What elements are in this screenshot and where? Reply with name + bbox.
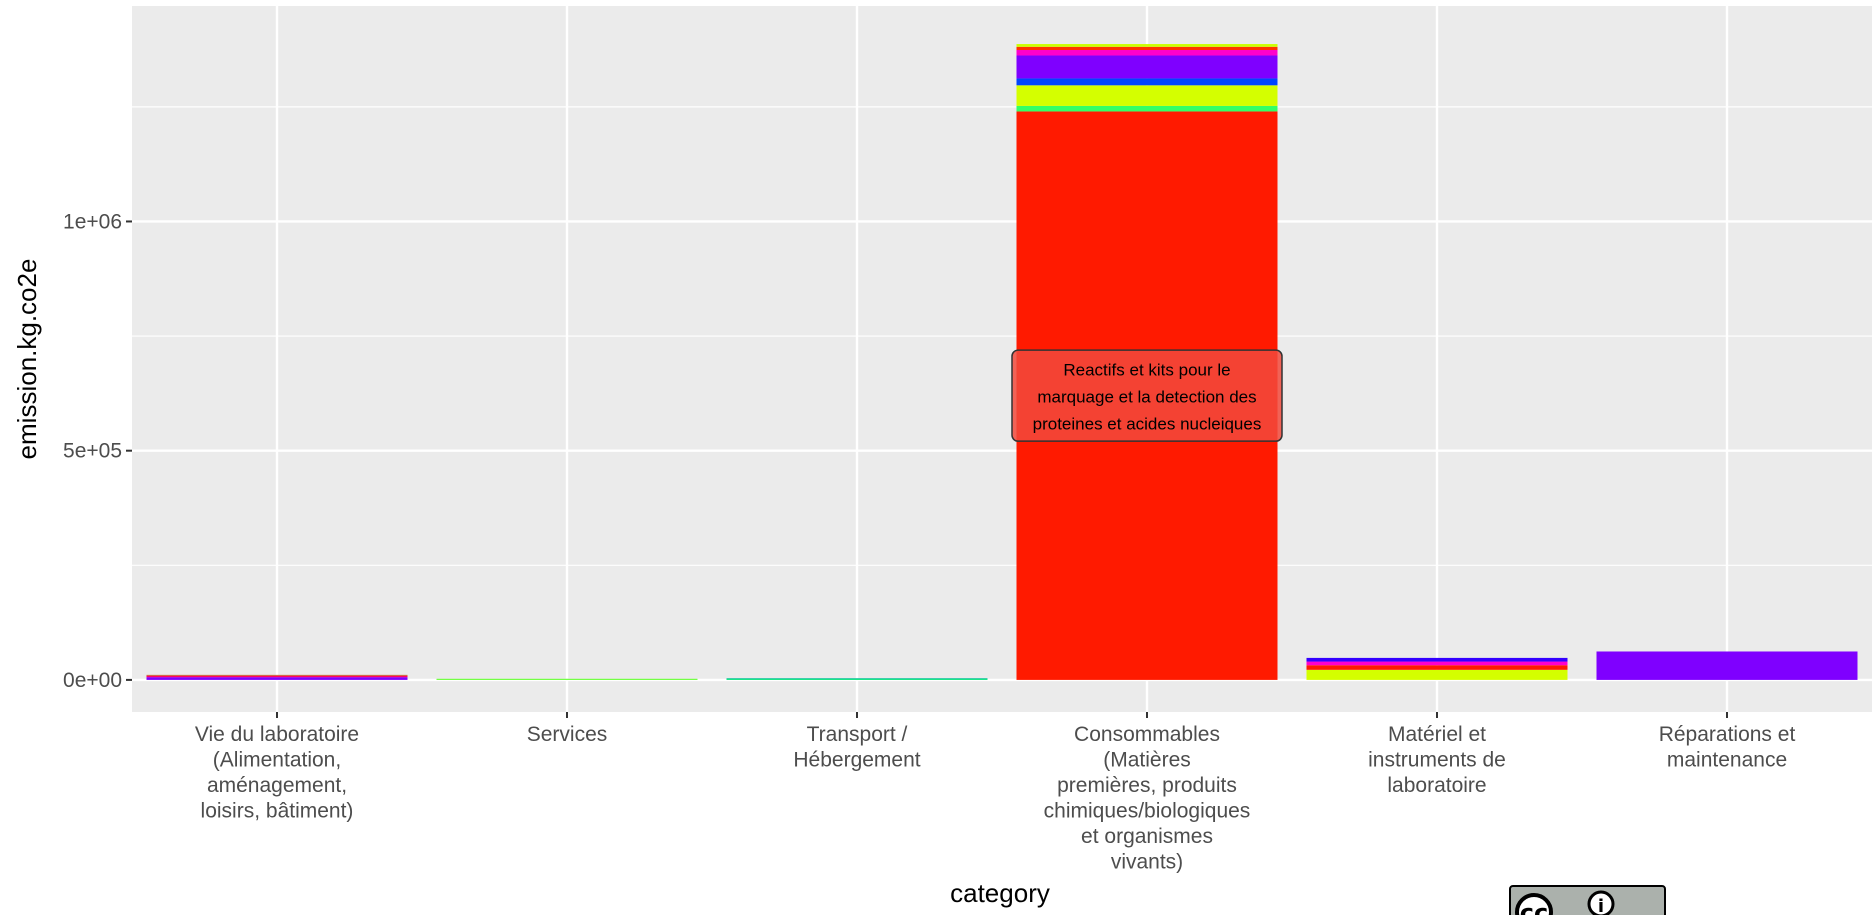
bar-segment[interactable] bbox=[1016, 50, 1278, 56]
x-tick-label: Consommables bbox=[1074, 723, 1220, 746]
bar-segment[interactable] bbox=[1306, 665, 1568, 670]
x-tick-label: aménagement, bbox=[207, 774, 347, 797]
bar-segment[interactable] bbox=[1306, 657, 1568, 662]
y-tick-label: 0e+00 bbox=[63, 669, 122, 692]
x-tick-label: maintenance bbox=[1667, 749, 1787, 772]
x-tick-label: Réparations et bbox=[1659, 723, 1796, 746]
bar-segment[interactable] bbox=[436, 678, 698, 680]
bar-segment[interactable] bbox=[146, 675, 408, 678]
x-tick-label: loisirs, bâtiment) bbox=[201, 800, 354, 823]
grid-minor bbox=[132, 106, 1872, 566]
by-glyph: i bbox=[1598, 896, 1604, 915]
bar-segment[interactable] bbox=[1016, 85, 1278, 106]
cc-by-license-icon: cc i bbox=[1509, 885, 1666, 915]
bar-segment[interactable] bbox=[1306, 661, 1568, 666]
bar-segment[interactable] bbox=[146, 677, 408, 680]
annotation: Reactifs et kits pour le marquage et la d… bbox=[1011, 349, 1283, 442]
x-tick-label: Services bbox=[527, 723, 608, 746]
x-tick-label: Matériel et bbox=[1388, 723, 1486, 746]
x-tick-label: chimiques/biologiques bbox=[1044, 800, 1251, 823]
y-axis: 0e+00 5e+05 1e+06 bbox=[63, 210, 132, 692]
x-tick-label: Hébergement bbox=[793, 749, 920, 772]
x-axis: Vie du laboratoire (Alimentation,aménagem… bbox=[195, 712, 1796, 874]
panel-background bbox=[132, 6, 1872, 712]
annotation-box bbox=[1011, 349, 1283, 442]
annotation-line: marquage et la detection des bbox=[1037, 387, 1256, 406]
x-tick-label: (Alimentation, bbox=[213, 749, 341, 772]
x-tick-label: laboratoire bbox=[1387, 774, 1486, 797]
cc-glyph: cc bbox=[1520, 899, 1548, 915]
y-tick-label: 5e+05 bbox=[63, 440, 122, 463]
bar-segment[interactable] bbox=[1016, 46, 1278, 51]
bar-segment[interactable] bbox=[726, 678, 988, 680]
bar-segment[interactable] bbox=[1016, 55, 1278, 79]
y-axis-title: emission.kg.co2e bbox=[12, 259, 42, 460]
x-tick-label: (Matières bbox=[1103, 749, 1191, 772]
bar-segment[interactable] bbox=[146, 674, 408, 676]
x-tick-label: premières, produits bbox=[1057, 774, 1237, 797]
bar-segment[interactable] bbox=[1306, 669, 1568, 680]
y-tick-label: 1e+06 bbox=[63, 210, 122, 233]
bar-segment[interactable] bbox=[1016, 44, 1278, 47]
x-tick-label: instruments de bbox=[1368, 749, 1506, 772]
bar-segment[interactable] bbox=[726, 678, 988, 680]
x-tick-label: vivants) bbox=[1111, 851, 1183, 874]
x-axis-title: category bbox=[950, 878, 1050, 908]
annotation-line: Reactifs et kits pour le bbox=[1063, 360, 1230, 379]
annotation-line: proteines et acides nucleiques bbox=[1033, 414, 1262, 433]
x-tick-label: Transport / bbox=[807, 723, 908, 746]
bar-segment[interactable] bbox=[1016, 78, 1278, 86]
bar-segment[interactable] bbox=[1596, 651, 1858, 680]
x-tick-label: Vie du laboratoire bbox=[195, 723, 359, 746]
x-tick-label: et organismes bbox=[1081, 825, 1213, 848]
bar-segment[interactable] bbox=[1016, 105, 1278, 112]
